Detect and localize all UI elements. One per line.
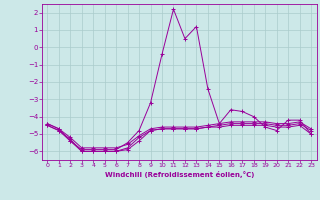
X-axis label: Windchill (Refroidissement éolien,°C): Windchill (Refroidissement éolien,°C) — [105, 171, 254, 178]
